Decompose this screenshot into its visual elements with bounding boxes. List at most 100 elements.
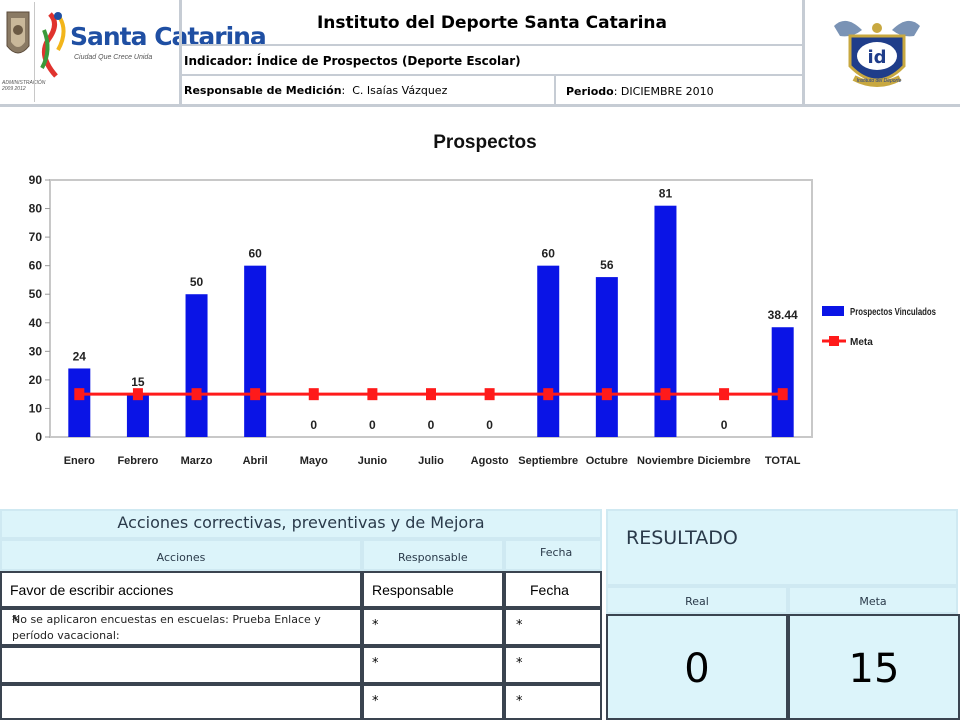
real-value: 0 <box>684 646 710 692</box>
meta-marker <box>191 388 202 401</box>
row1-accion: Favor de escribir acciones <box>10 582 174 598</box>
header-divider-left <box>179 0 182 106</box>
col-acciones-label: Acciones <box>156 551 206 564</box>
row4-responsable-cell[interactable]: * <box>362 684 504 720</box>
x-tick-label: Diciembre <box>697 455 750 467</box>
meta-marker <box>601 388 612 401</box>
row1-accion-cell[interactable]: Favor de escribir acciones <box>0 571 362 608</box>
page-title: Instituto del Deporte Santa Catarina <box>316 13 667 33</box>
data-label: 50 <box>190 275 204 289</box>
meta-marker <box>543 388 554 401</box>
col-responsable-header: Responsable <box>362 539 504 571</box>
data-label: 38.44 <box>768 308 798 322</box>
meta-marker <box>250 388 261 401</box>
row4-fecha-cell[interactable]: * <box>504 684 602 720</box>
row1-responsable-cell[interactable]: Responsable <box>362 571 504 608</box>
row3-fecha-cell[interactable]: * <box>504 646 602 684</box>
periodo-label: Periodo <box>566 85 614 98</box>
y-tick-label: 20 <box>29 373 43 387</box>
meta-value-cell: 15 <box>788 614 960 720</box>
real-value-cell: 0 <box>606 614 788 720</box>
data-label: 0 <box>369 418 376 432</box>
resultado-title-cell: RESULTADO <box>606 509 958 586</box>
x-tick-label: TOTAL <box>765 455 801 467</box>
x-tick-label: Marzo <box>181 455 213 467</box>
y-tick-label: 70 <box>29 230 43 244</box>
header-row-line-1 <box>180 44 804 46</box>
row4-accion-cell[interactable] <box>0 684 362 720</box>
col-responsable-label: Responsable <box>398 551 468 564</box>
meta-marker <box>777 388 788 401</box>
row4-responsable: * <box>372 694 379 709</box>
data-label: 24 <box>73 349 87 363</box>
meta-marker <box>426 388 436 401</box>
y-tick-label: 90 <box>29 173 43 187</box>
meta-marker <box>367 388 378 401</box>
header: ADMINISTRACIÓN 2009 2012 Santa Catarina … <box>0 0 960 107</box>
x-tick-label: Octubre <box>586 455 628 467</box>
y-tick-label: 10 <box>29 401 43 415</box>
col-fecha-label: Fecha <box>540 546 573 559</box>
legend-meta-marker <box>829 336 839 346</box>
logo-admin-text: ADMINISTRACIÓN 2009 2012 <box>2 80 46 92</box>
legend-bar-label: Prospectos Vinculados <box>850 307 936 318</box>
bar <box>68 368 91 437</box>
chart-area: Prospectos 0 10 20 30 40 50 60 70 80 90 24 Enero 15 Fe… <box>0 110 960 505</box>
row1-fecha: Fecha <box>530 582 569 598</box>
eagle-shield-icon: id <box>834 20 920 87</box>
data-label: 0 <box>486 418 493 432</box>
meta-value: 15 <box>848 646 900 692</box>
y-tick-label: 60 <box>29 259 43 273</box>
right-logo-caption: Instituto del Deporte <box>856 78 902 84</box>
row3-responsable-cell[interactable]: * <box>362 646 504 684</box>
col-fecha-header: Fecha <box>504 539 602 571</box>
periodo-colon: : <box>613 85 621 98</box>
header-cell-divider <box>554 75 556 105</box>
acciones-title-cell: Acciones correctivas, preventivas y de M… <box>0 509 602 539</box>
meta-marker <box>308 388 319 401</box>
data-label: 60 <box>248 247 262 261</box>
data-label: 0 <box>428 418 435 432</box>
row3-accion-cell[interactable] <box>0 646 362 684</box>
row2-responsable-cell[interactable]: * <box>362 608 504 646</box>
santa-catarina-logo: ADMINISTRACIÓN 2009 2012 Santa Catarina … <box>0 0 267 104</box>
row1-fecha-cell[interactable]: Fecha <box>504 571 602 608</box>
x-tick-label: Mayo <box>300 455 328 467</box>
row2-accion: No se aplicaron encuestas en escuelas: P… <box>12 613 321 642</box>
data-label: 15 <box>131 375 145 389</box>
bar <box>537 265 560 437</box>
x-tick-label: Septiembre <box>518 455 578 467</box>
row2-fecha-cell[interactable]: * <box>504 608 602 646</box>
bar <box>595 277 618 437</box>
meta-label: Meta <box>859 595 887 608</box>
row2-accion-cell[interactable]: * No se aplicaron encuestas en escuelas:… <box>0 608 362 646</box>
bar <box>244 265 267 437</box>
x-tick-label: Junio <box>358 455 388 467</box>
acciones-title: Acciones correctivas, preventivas y de M… <box>117 513 485 532</box>
meta-marker <box>74 388 85 401</box>
bar <box>654 205 677 437</box>
real-header: Real <box>606 586 788 614</box>
prospectos-chart: Prospectos 0 10 20 30 40 50 60 70 80 90 24 Enero 15 Fe… <box>29 132 937 467</box>
real-label: Real <box>685 595 709 608</box>
meta-marker <box>719 388 730 401</box>
indicator-text: Indicador: Índice de Prospectos (Deporte… <box>184 54 521 68</box>
logo-divider <box>34 2 35 102</box>
meta-marker <box>484 388 495 401</box>
y-tick-label: 40 <box>29 316 43 330</box>
plot-frame <box>49 179 813 438</box>
responsable-colon: : <box>341 84 353 97</box>
x-tick-label: Febrero <box>117 455 158 467</box>
figure-logo-icon <box>40 12 66 78</box>
chart-title: Prospectos <box>433 132 536 153</box>
periodo-value: DICIEMBRE 2010 <box>620 85 714 98</box>
x-tick-label: Noviembre <box>637 455 694 467</box>
y-tick-label: 50 <box>29 287 43 301</box>
data-label: 56 <box>600 258 614 272</box>
legend-bar-swatch <box>822 306 844 316</box>
row3-fecha: * <box>516 656 523 671</box>
y-tick-label: 0 <box>35 430 42 444</box>
header-bottom-line <box>0 104 960 107</box>
row3-responsable: * <box>372 656 379 671</box>
responsable-field: Responsable de Medición: C. Isaías Vázqu… <box>184 84 447 97</box>
